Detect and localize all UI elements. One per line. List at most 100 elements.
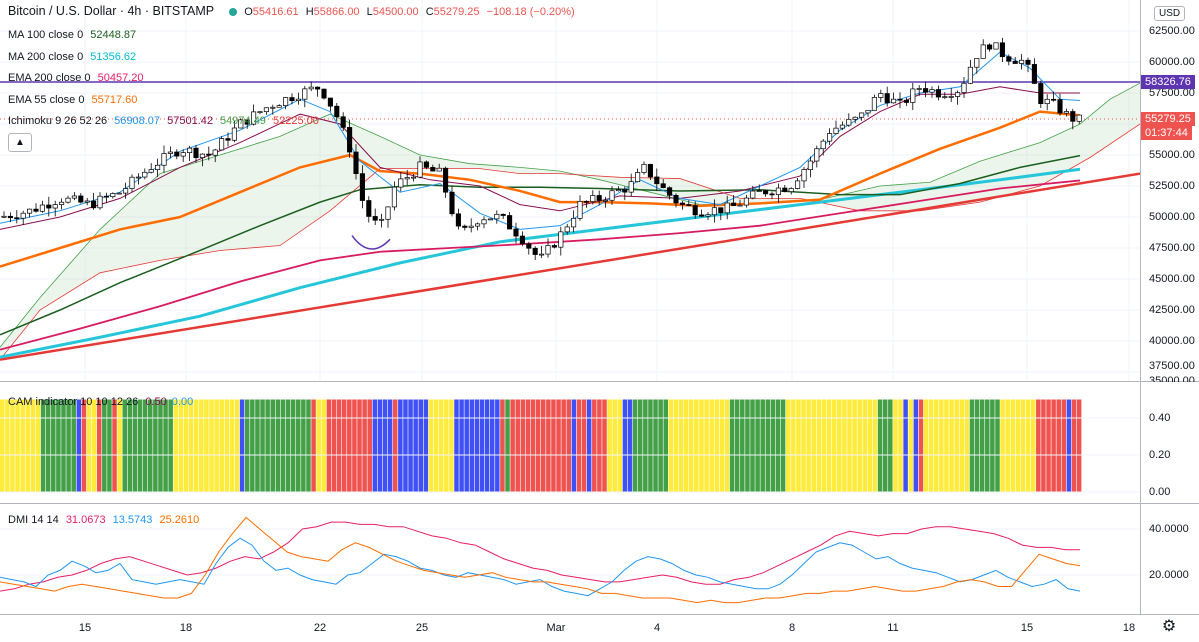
cam-bar xyxy=(132,399,138,492)
candle xyxy=(686,200,692,207)
candle xyxy=(20,210,26,226)
indicator-legend-ema55[interactable]: EMA 55 close 0 55717.60 xyxy=(8,94,138,106)
indicator-legend-ema200[interactable]: EMA 200 close 0 50457.20 xyxy=(8,72,144,84)
price-chart-canvas[interactable] xyxy=(0,0,1140,381)
dmi-axis[interactable]: 40.0000 20.0000 xyxy=(1140,504,1199,614)
cam-indicator-legend[interactable]: CAM indicator 10 10 12 26 0.50 0.00 xyxy=(8,396,194,408)
cam-bar xyxy=(81,399,87,492)
last-price-label: 55279.25 xyxy=(1141,112,1195,126)
kijun-line xyxy=(0,86,1080,230)
price-axis[interactable]: 62500.00 60000.00 57500.00 55000.00 5250… xyxy=(1140,0,1199,387)
cam-bar xyxy=(872,399,878,492)
candle xyxy=(807,156,813,178)
collapse-legend-button[interactable]: ▲ xyxy=(8,133,32,152)
cam-bar xyxy=(668,399,674,492)
candle-body xyxy=(929,89,935,93)
cam-bar xyxy=(888,399,893,492)
candle-body xyxy=(782,187,788,193)
cam-indicator-canvas[interactable] xyxy=(0,382,1140,503)
cam-bar xyxy=(791,399,796,492)
price-tick: 47500.00 xyxy=(1149,242,1195,254)
candle xyxy=(731,195,737,206)
cam-bar xyxy=(918,399,924,492)
cam-bar xyxy=(944,399,949,492)
candle xyxy=(839,121,845,131)
cam-bar xyxy=(607,399,612,492)
low-value: 54500.00 xyxy=(372,6,419,18)
candle-body xyxy=(295,98,301,102)
candle xyxy=(923,81,929,98)
cam-bar xyxy=(831,399,837,492)
candle-body xyxy=(865,109,871,114)
candle xyxy=(647,163,653,181)
ohlc-values: O55416.61 H55866.00 L54500.00 C55279.25 … xyxy=(244,6,575,18)
cam-bar xyxy=(199,399,204,492)
cam-bar xyxy=(71,399,76,492)
candle-body xyxy=(436,167,442,172)
candle-body xyxy=(558,231,564,248)
cam-axis[interactable]: 0.40 0.20 0.00 xyxy=(1140,382,1199,503)
candle-body xyxy=(871,97,877,111)
currency-badge[interactable]: USD xyxy=(1154,6,1186,21)
candle xyxy=(788,187,794,195)
cam-bar xyxy=(627,399,633,492)
candle xyxy=(52,200,58,217)
price-tick: 57500.00 xyxy=(1149,87,1195,99)
candle-body xyxy=(481,219,487,225)
dmi-indicator-canvas[interactable] xyxy=(0,504,1140,614)
cam-bar xyxy=(86,399,92,492)
candle xyxy=(897,92,903,109)
candle xyxy=(782,184,788,193)
cam-bar xyxy=(1010,399,1016,492)
candle xyxy=(27,208,33,218)
cam-bar xyxy=(459,399,464,492)
cam-bar xyxy=(724,399,730,492)
candle-body xyxy=(462,225,468,228)
candle-body xyxy=(475,223,481,227)
candle-body xyxy=(1063,111,1069,114)
candle-body xyxy=(1006,56,1012,62)
cam-indicator-pane[interactable]: CAM indicator 10 10 12 26 0.50 0.00 xyxy=(0,382,1140,503)
cam-bar xyxy=(336,399,342,492)
cam-bar xyxy=(760,399,765,492)
cam-bar xyxy=(56,399,61,492)
candle xyxy=(814,145,820,168)
cam-bar xyxy=(250,399,255,492)
price-tick: 60000.00 xyxy=(1149,56,1195,68)
cam-bar xyxy=(525,399,531,492)
pane-divider[interactable] xyxy=(0,503,1199,504)
cam-bar xyxy=(796,399,801,492)
candle xyxy=(161,145,167,173)
candle xyxy=(935,85,941,101)
candle xyxy=(852,116,858,124)
indicator-legend-ma100[interactable]: MA 100 close 0 52448.87 xyxy=(8,29,137,41)
dmi-indicator-legend[interactable]: DMI 14 14 31.0673 13.5743 25.2610 xyxy=(8,514,200,526)
symbol-title[interactable]: Bitcoin / U.S. Dollar · 4h · BITSTAMP xyxy=(8,4,215,18)
candle-body xyxy=(539,253,545,256)
cam-bar xyxy=(474,399,480,492)
ema200-line xyxy=(0,179,1081,351)
candle xyxy=(967,59,973,85)
dmi-indicator-pane[interactable]: DMI 14 14 31.0673 13.5743 25.2610 xyxy=(0,504,1140,614)
gear-icon[interactable]: ⚙ xyxy=(1161,618,1177,635)
candle xyxy=(660,179,666,189)
candle-body xyxy=(763,190,769,195)
pane-divider[interactable] xyxy=(0,381,1199,382)
cam-bar xyxy=(377,399,383,492)
cam-bar xyxy=(546,399,551,492)
candle xyxy=(993,42,999,50)
candle xyxy=(679,201,685,210)
candle xyxy=(987,43,993,52)
cam-bar xyxy=(806,399,811,492)
indicator-legend-ma200[interactable]: MA 200 close 0 51356.62 xyxy=(8,51,137,63)
price-chart-pane[interactable]: Bitcoin / U.S. Dollar · 4h · BITSTAMP O5… xyxy=(0,0,1140,381)
indicator-legend-ichimoku[interactable]: Ichimoku 9 26 52 26 56908.07 57501.42 54… xyxy=(8,115,319,127)
candle xyxy=(359,165,365,209)
candle-body xyxy=(219,138,225,151)
candle xyxy=(33,203,39,213)
time-axis[interactable]: 15 18 22 25 Mar 4 8 11 15 18 xyxy=(0,614,1199,642)
candle-body xyxy=(724,202,730,214)
cam-bar xyxy=(837,399,842,492)
candle xyxy=(1,211,7,219)
cam-bar xyxy=(734,399,740,492)
